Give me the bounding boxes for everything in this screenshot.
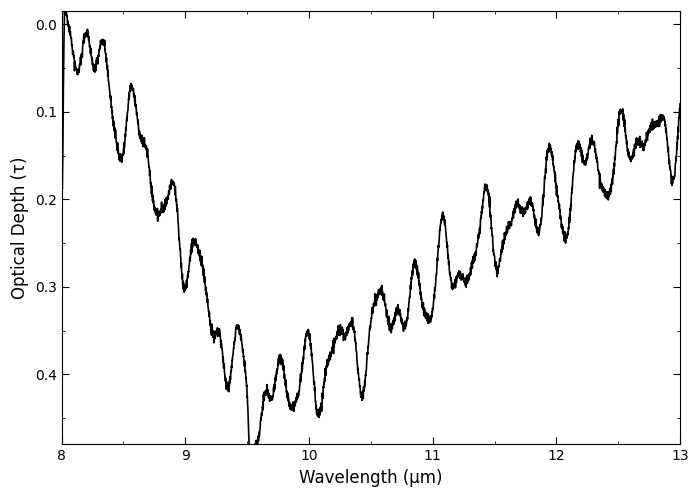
X-axis label: Wavelength (μm): Wavelength (μm) — [299, 469, 442, 487]
Y-axis label: Optical Depth (τ): Optical Depth (τ) — [11, 156, 29, 299]
